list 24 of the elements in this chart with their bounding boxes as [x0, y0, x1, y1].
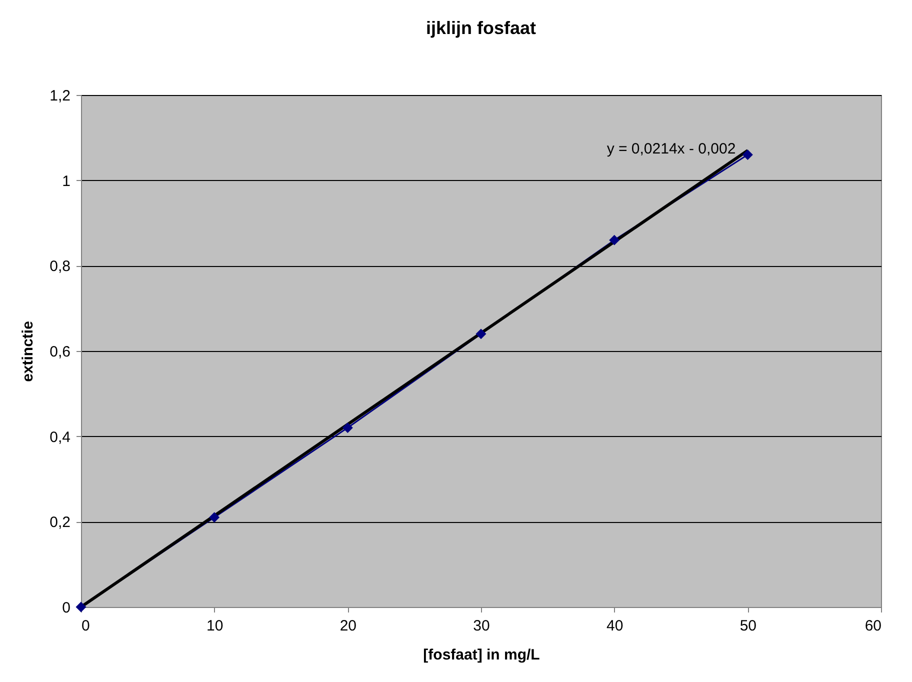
point [342, 422, 353, 434]
x-axis-title: [fosfaat] in mg/L [423, 646, 540, 664]
point [742, 149, 753, 160]
y-tick-label: 0,6 [50, 344, 70, 360]
y-tick-label: 0,4 [50, 428, 70, 446]
annotation: y = 0,0214x - 0,002 [606, 140, 736, 158]
x-tick-label: 30 [473, 618, 490, 634]
x-tick-label: 10 [206, 618, 224, 634]
y-tick-label: 1 [62, 172, 70, 190]
y-tick-label: 0 [62, 600, 70, 616]
y-tick-label: 1,2 [50, 88, 70, 104]
chart-title: ijklijn fosfaat [426, 18, 536, 38]
y-axis-title: extinctie [20, 321, 37, 382]
x-tick-label: 0 [82, 618, 90, 634]
x-tick-label: 20 [340, 618, 357, 634]
x-tick-label: 40 [606, 618, 624, 634]
point [476, 328, 486, 340]
point [209, 512, 220, 523]
x-tick-label: 50 [740, 618, 757, 634]
y-tick-label: 0,8 [50, 258, 70, 276]
y-tick-label: 0,2 [50, 514, 70, 532]
x-tick-label: 60 [864, 618, 882, 634]
point [76, 602, 86, 612]
point [609, 234, 620, 246]
